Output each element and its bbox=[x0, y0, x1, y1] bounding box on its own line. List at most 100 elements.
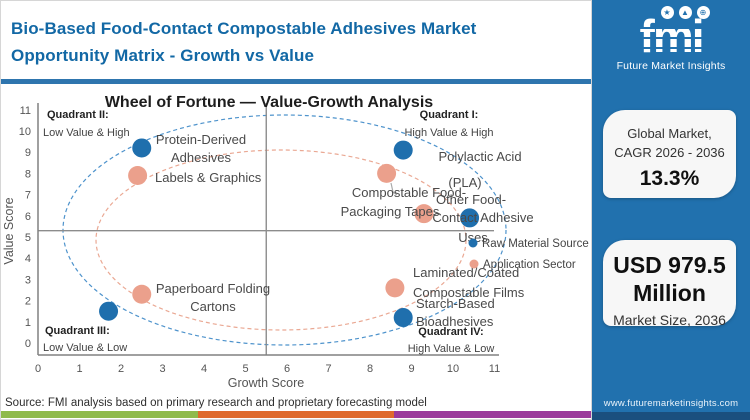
quadrant-desc: High Value & Low bbox=[408, 343, 495, 355]
data-point-raw-material-source bbox=[99, 301, 119, 321]
cagr-card: Global Market, CAGR 2026 - 2036 13.3% bbox=[603, 110, 736, 198]
y-tick-label: 7 bbox=[25, 190, 31, 202]
source-note: Source: FMI analysis based on primary re… bbox=[5, 397, 427, 409]
data-point-application-sector bbox=[414, 204, 434, 224]
cagr-label-line1: Global Market, bbox=[627, 126, 712, 141]
market-size-value-line2: Million bbox=[633, 280, 706, 306]
quadrant-desc: High Value & High bbox=[404, 127, 493, 139]
dove-icon: ★ bbox=[660, 6, 674, 19]
page-title-line2: Opportunity Matrix - Growth vs Value bbox=[11, 46, 315, 65]
data-point-paperboard-folding-cartons bbox=[132, 284, 152, 304]
fmi-logo-subtext: Future Market Insights bbox=[616, 60, 726, 72]
y-tick-label: 0 bbox=[25, 338, 31, 350]
x-tick-label: 5 bbox=[242, 363, 248, 375]
data-point-label: Other Food- bbox=[436, 192, 506, 207]
logo-stripe bbox=[635, 47, 707, 49]
y-tick-label: 8 bbox=[25, 168, 31, 180]
data-point-label: Compostable Food- bbox=[352, 185, 466, 200]
logo-stripe bbox=[635, 27, 707, 29]
data-point-polylactic-acid-pla bbox=[393, 140, 413, 160]
data-point-label: Bioadhesives bbox=[416, 314, 494, 329]
data-point-label: Protein-Derived bbox=[156, 132, 246, 147]
data-point-label: Compostable Films bbox=[413, 285, 525, 300]
data-point-starch-based-bioadhesives bbox=[393, 308, 413, 328]
x-tick-label: 8 bbox=[367, 363, 373, 375]
x-tick-label: 6 bbox=[284, 363, 290, 375]
quadrant-name: Quadrant II: bbox=[47, 109, 109, 121]
legend-label: Application Sector bbox=[483, 259, 576, 271]
legend-marker bbox=[469, 259, 479, 269]
legend-marker bbox=[468, 238, 478, 248]
y-tick-label: 1 bbox=[25, 317, 31, 329]
data-point-label: Polylactic Acid bbox=[438, 149, 521, 164]
data-point-label: Uses bbox=[458, 230, 488, 245]
data-point-label: Contact Adhesive bbox=[432, 210, 533, 225]
website-link[interactable]: www.futuremarketinsights.com bbox=[603, 398, 739, 409]
y-tick-label: 6 bbox=[25, 211, 31, 223]
data-point-protein-derived-adhesives bbox=[132, 138, 152, 158]
quadrant-desc: Low Value & High bbox=[43, 127, 130, 139]
report-panel: Bio-Based Food-Contact Compostable Adhes… bbox=[0, 0, 592, 420]
market-size-label: Market Size, 2036 bbox=[613, 312, 726, 328]
sidebar-footer-strip bbox=[592, 412, 750, 420]
logo-stripe bbox=[635, 37, 707, 39]
x-tick-label: 3 bbox=[159, 363, 165, 375]
flag-icon: ▲ bbox=[678, 6, 692, 19]
fmi-logo-badges: ★ ▲ ⊕ bbox=[592, 6, 750, 19]
scatter-chart: 0 1 2 3 4 5 6 7 8 9 10 11 0 1 2 3 4 5 6 7 8 9 10 11 Growth Score… bbox=[2, 94, 589, 390]
x-tick-label: 11 bbox=[489, 363, 500, 375]
data-point-label: Adhesives bbox=[171, 150, 231, 165]
x-axis-title: Growth Score bbox=[228, 376, 304, 390]
data-point-label: Cartons bbox=[190, 299, 236, 314]
x-tick-label: 10 bbox=[447, 363, 459, 375]
strip-purple bbox=[394, 411, 592, 418]
y-tick-label: 10 bbox=[19, 126, 31, 138]
x-tick-label: 0 bbox=[35, 363, 41, 375]
market-size-card: USD 979.5 Million Market Size, 2036 bbox=[603, 240, 736, 328]
x-tick-label: 1 bbox=[76, 363, 82, 375]
x-tick-label: 7 bbox=[325, 363, 331, 375]
y-axis-title: Value Score bbox=[2, 197, 16, 264]
cagr-label-line2: CAGR 2026 - 2036 bbox=[614, 145, 725, 160]
data-point-label: Packaging Tapes bbox=[341, 204, 440, 219]
header-divider bbox=[1, 79, 591, 84]
y-tick-label: 5 bbox=[25, 232, 31, 244]
data-point-label: Paperboard Folding bbox=[156, 281, 270, 296]
footer-color-strip bbox=[1, 411, 592, 418]
fmi-logo-letters: fmi bbox=[639, 10, 705, 62]
page-title-line1: Bio-Based Food-Contact Compostable Adhes… bbox=[11, 19, 477, 38]
data-point-other-food-contact-adhesive-uses bbox=[460, 208, 480, 228]
chart-title: Wheel of Fortune — Value-Growth Analysis bbox=[105, 94, 433, 111]
y-tick-label: 4 bbox=[25, 253, 31, 265]
quadrant-desc: Low Value & Low bbox=[43, 342, 127, 354]
legend-label: Raw Material Source bbox=[482, 238, 589, 250]
page-title: Bio-Based Food-Contact Compostable Adhes… bbox=[11, 15, 586, 69]
quadrant-name: Quadrant I: bbox=[420, 109, 479, 121]
market-size-value-line1: USD 979.5 bbox=[613, 252, 726, 278]
x-tick-label: 4 bbox=[201, 363, 207, 375]
strip-orange bbox=[197, 411, 395, 418]
fmi-logo: ★ ▲ ⊕ fmi Future Market Insights bbox=[592, 6, 750, 72]
quadrant-name: Quadrant IV: bbox=[418, 326, 483, 338]
strip-green bbox=[1, 411, 198, 418]
data-point-compostable-food-packaging-tapes bbox=[377, 163, 397, 183]
globe-icon: ⊕ bbox=[696, 6, 710, 19]
data-point-labels-graphics bbox=[128, 166, 148, 186]
quadrant-name: Quadrant III: bbox=[45, 325, 110, 337]
label-leader-line bbox=[390, 182, 398, 196]
data-point-laminated-coated-compostable-films bbox=[385, 278, 405, 298]
application-wheel bbox=[95, 149, 467, 331]
cagr-value: 13.3% bbox=[639, 167, 700, 190]
data-point-label: (PLA) bbox=[448, 175, 481, 190]
y-tick-label: 11 bbox=[20, 105, 31, 117]
fmi-logo-text: fmi bbox=[635, 10, 707, 62]
brand-sidebar: ★ ▲ ⊕ fmi Future Market Insights Global … bbox=[592, 0, 750, 420]
x-tick-label: 9 bbox=[408, 363, 414, 375]
data-point-label: Starch-Based bbox=[416, 296, 495, 311]
y-tick-label: 2 bbox=[25, 296, 31, 308]
data-point-label: Laminated/Coated bbox=[413, 265, 519, 280]
y-tick-label: 9 bbox=[25, 147, 31, 159]
y-tick-label: 3 bbox=[25, 274, 31, 286]
x-tick-label: 2 bbox=[118, 363, 124, 375]
